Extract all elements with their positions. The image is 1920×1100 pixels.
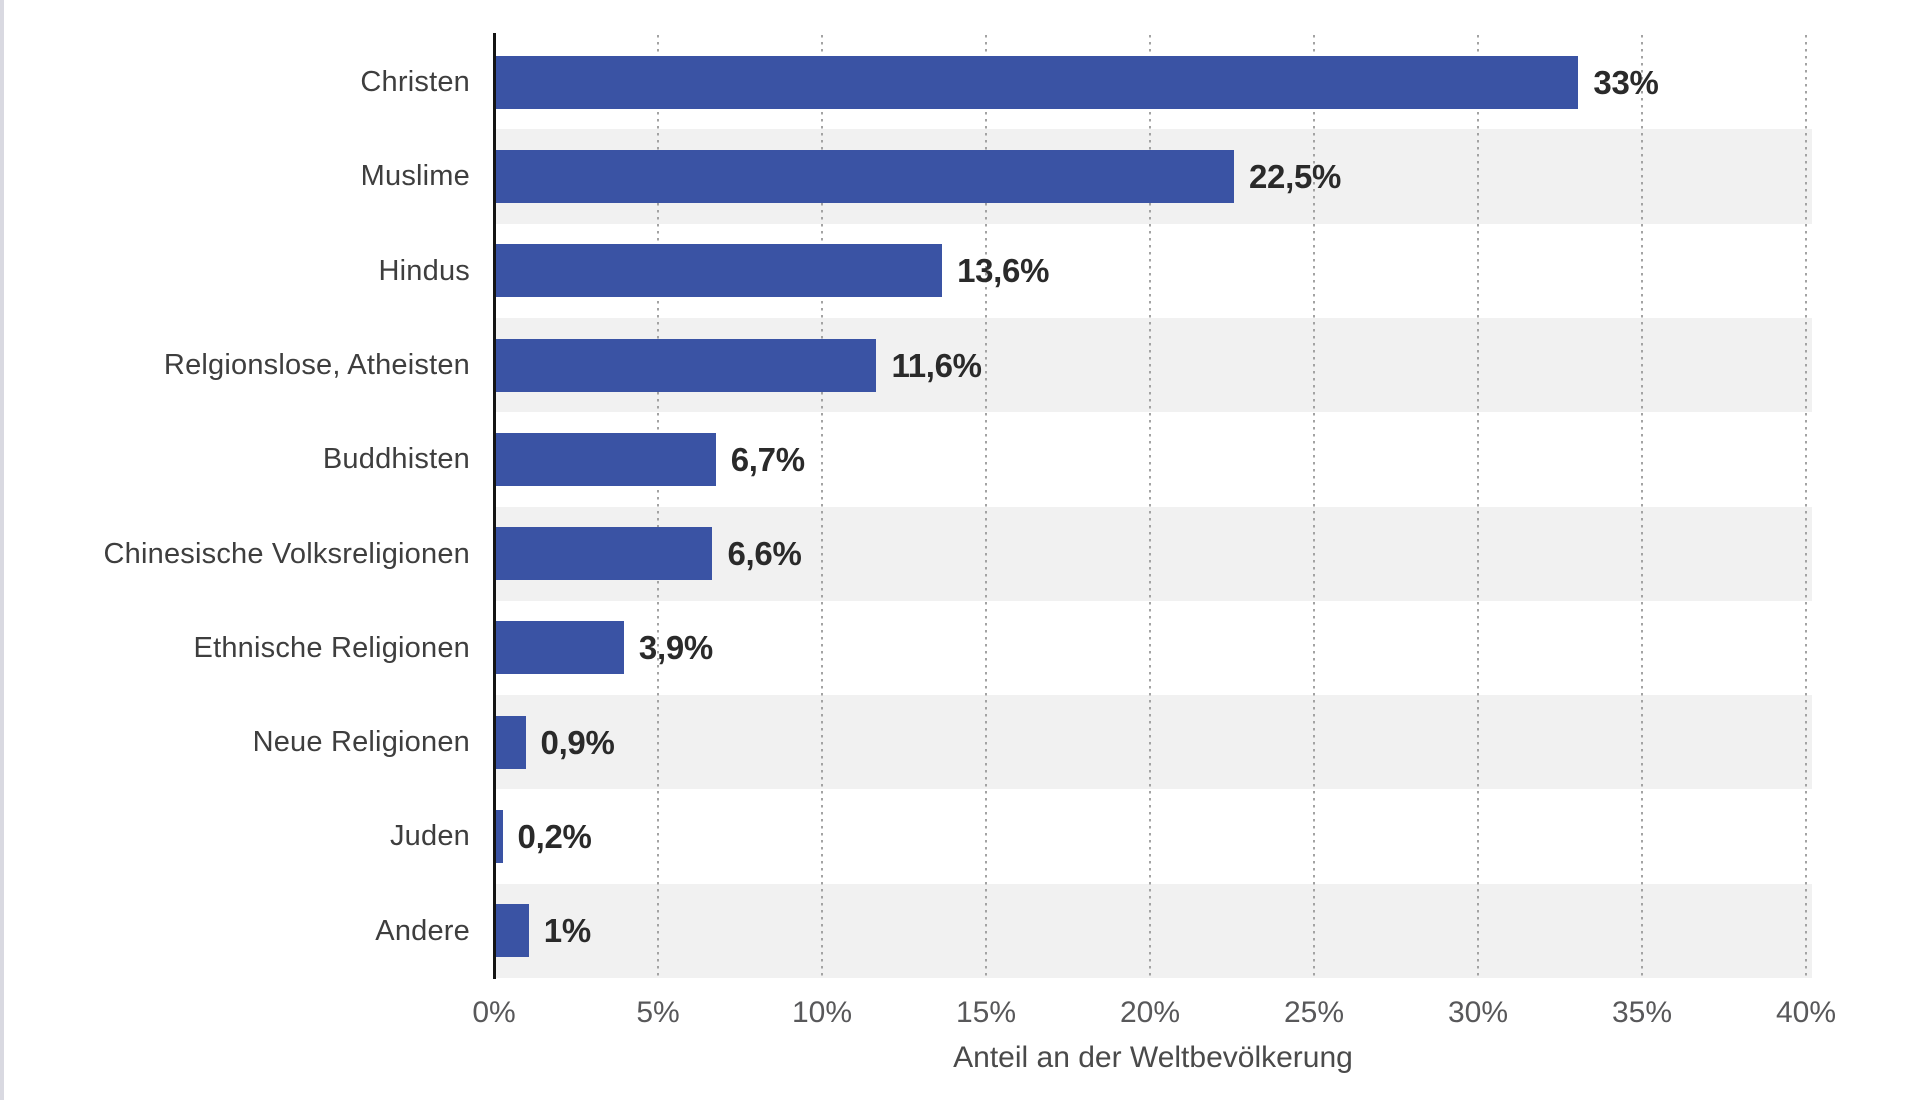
bar — [496, 715, 526, 769]
category-label: Juden — [389, 820, 470, 853]
x-tick-label: 20% — [1119, 996, 1181, 1029]
y-axis-line — [492, 33, 496, 979]
category-label: Andere — [375, 914, 470, 947]
x-tick-label: 0% — [472, 996, 516, 1029]
x-tick-label: 5% — [636, 996, 680, 1029]
gridline — [1477, 35, 1479, 978]
category-label: Hindus — [378, 254, 470, 287]
value-label: 1% — [543, 912, 591, 950]
x-tick-label: 30% — [1447, 996, 1509, 1029]
x-tick-label: 25% — [1283, 996, 1345, 1029]
category-label: Chinesische Volksreligionen — [103, 537, 470, 570]
bar — [496, 904, 529, 958]
category-label: Christen — [360, 66, 470, 98]
bar — [496, 244, 943, 298]
x-tick-label: 15% — [955, 996, 1017, 1029]
window-edge-strip — [0, 0, 4, 1100]
gridline — [1313, 35, 1315, 978]
category-label: Muslime — [360, 160, 470, 193]
bar — [496, 432, 716, 486]
row-band — [494, 789, 1812, 883]
bar — [496, 621, 624, 675]
x-axis-title: Anteil an der Weltbevölkerung — [953, 1041, 1353, 1074]
category-label: Buddhisten — [322, 443, 470, 476]
row-band — [494, 695, 1812, 790]
gridline — [985, 35, 987, 978]
category-label: Relgionslose, Atheisten — [163, 348, 470, 381]
value-label: 22,5% — [1249, 157, 1342, 195]
value-label: 11,6% — [891, 346, 982, 384]
value-label: 33% — [1593, 63, 1659, 101]
bar — [496, 149, 1234, 203]
bar — [496, 338, 877, 392]
bar — [496, 810, 503, 864]
value-label: 0,2% — [517, 818, 592, 856]
value-label: 6,7% — [730, 440, 805, 478]
row-band — [494, 883, 1812, 978]
category-label: Neue Religionen — [252, 726, 470, 759]
value-label: 6,6% — [727, 535, 802, 573]
bar — [496, 527, 713, 581]
bar — [496, 55, 1579, 109]
gridline — [1805, 35, 1807, 978]
gridline — [821, 35, 823, 978]
value-label: 13,6% — [957, 252, 1050, 290]
gridline — [1641, 35, 1643, 978]
category-label: Ethnische Religionen — [193, 631, 470, 664]
gridline — [657, 35, 659, 978]
x-tick-label: 10% — [791, 996, 853, 1029]
row-band — [494, 506, 1812, 601]
x-tick-label: 35% — [1611, 996, 1673, 1029]
x-tick-label: 40% — [1775, 996, 1837, 1029]
value-label: 3,9% — [638, 629, 713, 667]
gridline — [1149, 35, 1151, 978]
value-label: 0,9% — [540, 723, 615, 761]
